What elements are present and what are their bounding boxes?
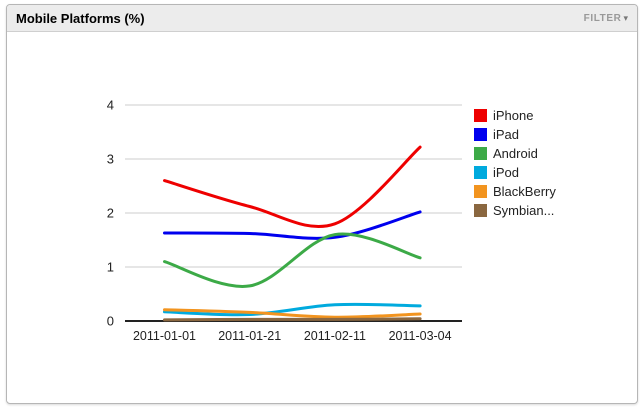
mobile-platforms-line-chart: 0 1 2 3 4 2011-01-01 2011-01-21 2011-02-11 2011-… (107, 98, 557, 344)
legend-item: iPod (474, 165, 519, 180)
legend-swatch-icon (474, 185, 487, 198)
x-tick-label: 2011-03-04 (389, 329, 452, 343)
series-line-android (163, 232, 422, 288)
filter-button[interactable]: FILTER ▾ (584, 13, 628, 24)
mobile-platforms-widget: Mobile Platforms (%) FILTER ▾ 0 1 2 3 4 2011-… (6, 4, 638, 404)
legend-swatch-icon (474, 147, 487, 160)
legend-label: iPad (493, 127, 519, 142)
legend-swatch-icon (474, 166, 487, 179)
legend-item: Android (474, 146, 538, 161)
widget-title: Mobile Platforms (%) (16, 10, 145, 26)
legend-item: iPad (474, 127, 519, 142)
legend-item: Symbian... (474, 203, 554, 218)
legend-swatch-icon (474, 204, 487, 217)
legend-label: Symbian... (493, 203, 554, 218)
legend-swatch-icon (474, 109, 487, 122)
legend-item: iPhone (474, 108, 533, 123)
legend-label: BlackBerry (493, 184, 556, 199)
series-line-blackberry (163, 308, 422, 319)
legend-label: iPod (493, 165, 519, 180)
series-line-iphone (163, 145, 422, 228)
legend-item: BlackBerry (474, 184, 556, 199)
x-tick-label: 2011-02-11 (304, 329, 366, 343)
filter-button-label: FILTER (583, 12, 622, 24)
chart-container: 0 1 2 3 4 2011-01-01 2011-01-21 2011-02-11 2011-… (7, 32, 635, 401)
legend-label: iPhone (493, 108, 533, 123)
y-tick-label: 0 (107, 314, 114, 329)
series-line-symbian (163, 317, 422, 322)
x-tick-label: 2011-01-01 (133, 329, 196, 343)
series-line-ipod (163, 302, 422, 317)
y-tick-label: 1 (107, 260, 114, 275)
widget-header: Mobile Platforms (%) FILTER ▾ (7, 5, 637, 32)
y-tick-label: 4 (107, 98, 114, 113)
x-tick-label: 2011-01-21 (218, 329, 281, 343)
chevron-down-icon: ▾ (623, 12, 628, 23)
series-line-ipad (163, 210, 422, 240)
y-tick-label: 3 (107, 152, 114, 167)
legend-swatch-icon (474, 128, 487, 141)
legend-label: Android (493, 146, 538, 161)
y-tick-label: 2 (107, 206, 114, 221)
